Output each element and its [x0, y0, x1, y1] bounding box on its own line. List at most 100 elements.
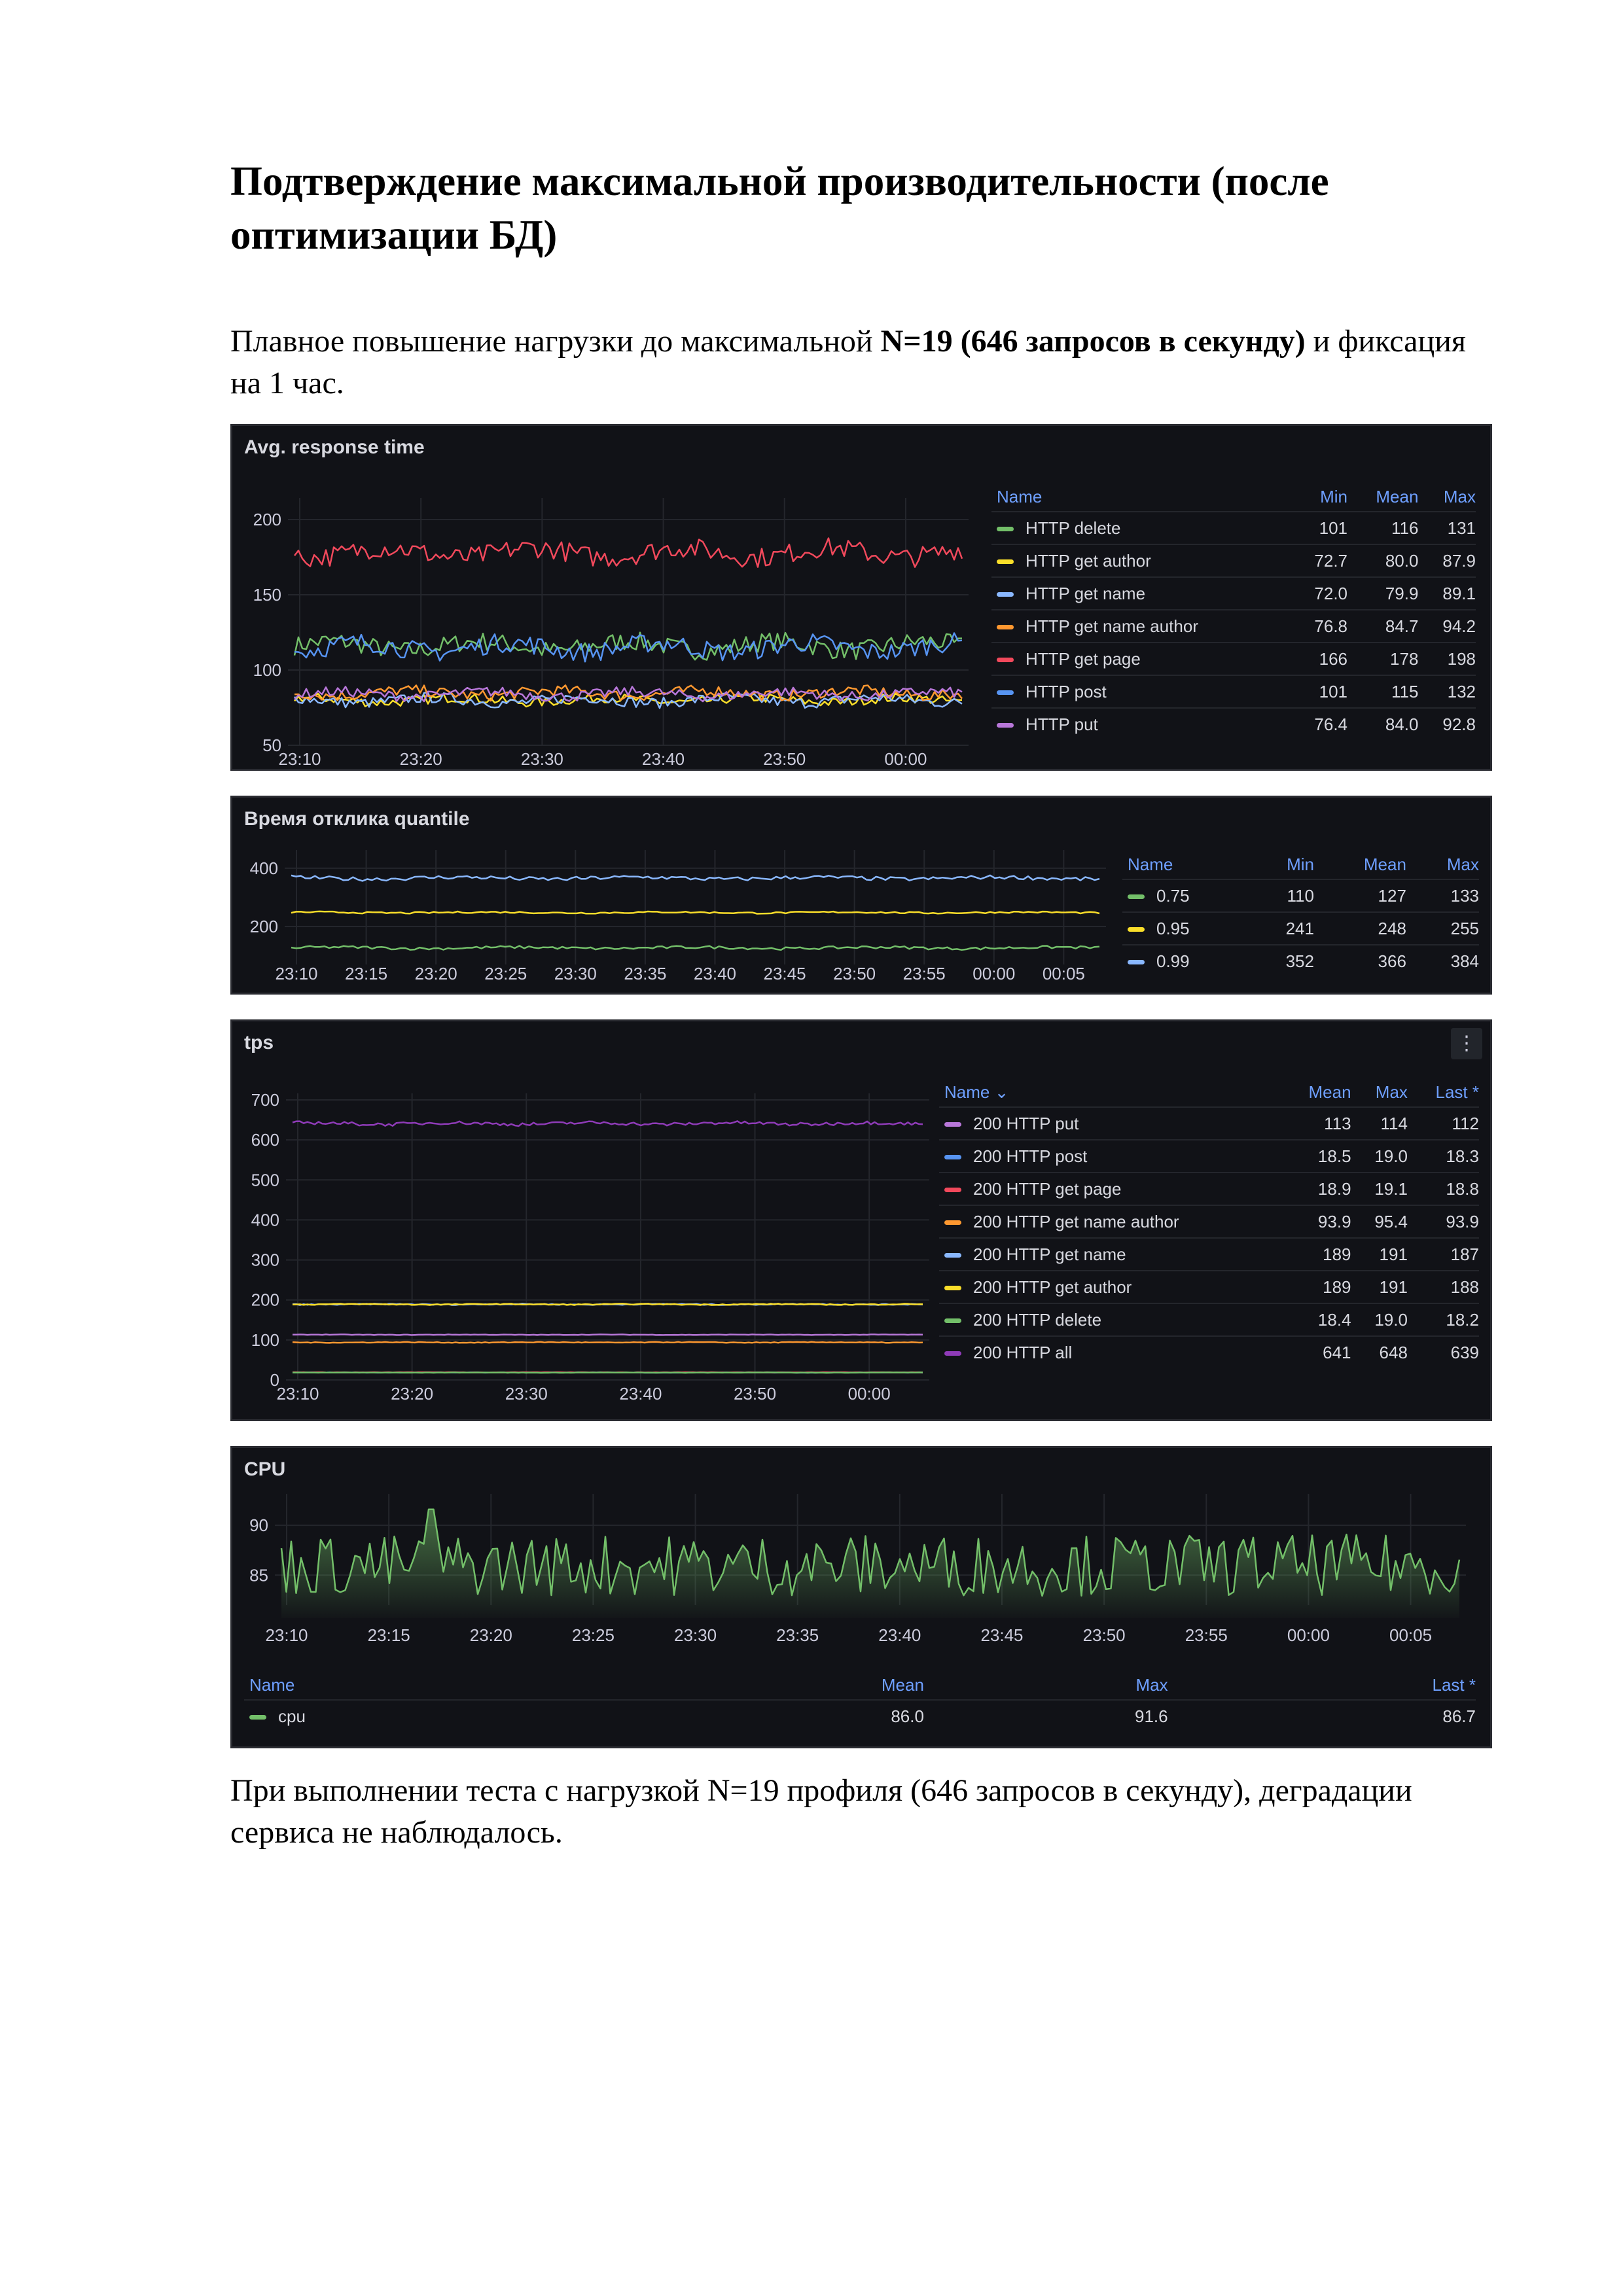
series-swatch — [944, 1286, 961, 1291]
legend-row[interactable]: 200 HTTP delete 18.4 19.0 18.2 — [939, 1303, 1479, 1336]
response-time-panel: Avg. response time 50 100 150 200 23:10 23:20… — [230, 424, 1492, 771]
x-tick-label: 23:35 — [776, 1625, 819, 1645]
legend-header[interactable]: Mean — [1376, 486, 1419, 506]
series-line-0-75 — [291, 945, 1100, 951]
series-name: 200 HTTP get name — [973, 1244, 1126, 1264]
legend-value: 72.0 — [1290, 576, 1348, 610]
legend-row[interactable]: 0.75 110 127 133 — [1122, 879, 1479, 912]
x-tick-label: 23:30 — [505, 1384, 548, 1404]
legend-header[interactable]: Max — [1375, 1082, 1408, 1102]
intro-highlight: N=19 (646 запросов в секунду) — [880, 324, 1306, 359]
legend-row[interactable]: 200 HTTP get page 18.9 19.1 18.8 — [939, 1172, 1479, 1205]
x-tick-label: 23:25 — [484, 964, 527, 983]
legend-value: 641 — [1281, 1335, 1351, 1368]
legend-header[interactable]: Max — [1446, 854, 1479, 874]
legend-header[interactable]: Last * — [1432, 1674, 1476, 1695]
intro-text-end: и фиксация на 1 час. — [230, 324, 1466, 400]
series-area-cpu — [281, 1509, 1459, 1618]
legend-header[interactable]: Name — [249, 1674, 295, 1695]
response-time-legend: Name Min Mean Max HTTP delete 101 116 131 HTTP g… — [991, 482, 1476, 740]
legend-row[interactable]: 200 HTTP get author 189 191 188 — [939, 1270, 1479, 1303]
legend-value: 114 — [1351, 1106, 1408, 1140]
series-name: 200 HTTP delete — [973, 1309, 1102, 1330]
series-name: 0.95 — [1156, 918, 1190, 938]
x-tick-label: 23:55 — [1185, 1625, 1228, 1645]
series-name: HTTP get name — [1026, 583, 1146, 603]
x-tick-label: 23:30 — [521, 749, 563, 769]
legend-row[interactable]: HTTP get name author 76.8 84.7 94.2 — [991, 609, 1476, 643]
series-swatch — [944, 1351, 961, 1356]
panel-menu-icon[interactable]: ⋮ — [1451, 1028, 1482, 1059]
legend-row[interactable]: HTTP delete 101 116 131 — [991, 511, 1476, 544]
series-name: 0.99 — [1156, 951, 1190, 971]
legend-value: 178 — [1347, 642, 1419, 675]
y-tick-label: 100 — [253, 660, 281, 680]
x-tick-label: 23:50 — [763, 749, 806, 769]
legend-row[interactable]: 200 HTTP post 18.5 19.0 18.3 — [939, 1139, 1479, 1173]
series-line-http-get-name — [293, 692, 963, 709]
legend-value: 18.9 — [1281, 1172, 1351, 1205]
legend-row[interactable]: 200 HTTP all 641 648 639 — [939, 1335, 1479, 1368]
legend-header[interactable]: Mean — [1363, 854, 1406, 874]
series-name: HTTP get page — [1026, 648, 1141, 669]
legend-row[interactable]: 0.99 352 366 384 — [1122, 944, 1479, 977]
legend-value: 19.0 — [1351, 1139, 1408, 1173]
x-tick-label: 23:20 — [470, 1625, 512, 1645]
legend-value: 189 — [1281, 1237, 1351, 1271]
legend-value: 188 — [1407, 1270, 1479, 1303]
legend-value: 79.9 — [1347, 576, 1419, 610]
intro-text: Плавное повышение нагрузки до максимальн… — [230, 324, 881, 359]
legend-row[interactable]: 0.95 241 248 255 — [1122, 911, 1479, 945]
legend-header[interactable]: Name ⌄ — [944, 1082, 1009, 1102]
legend-row[interactable]: HTTP get name 72.0 79.9 89.1 — [991, 576, 1476, 610]
legend-row[interactable]: 200 HTTP get name 189 191 187 — [939, 1237, 1479, 1271]
series-name: HTTP delete — [1026, 518, 1121, 538]
legend-value: 191 — [1351, 1270, 1408, 1303]
legend-row[interactable]: 200 HTTP get name author 93.9 95.4 93.9 — [939, 1205, 1479, 1238]
series-swatch — [997, 658, 1014, 663]
legend-value: 84.0 — [1347, 707, 1419, 740]
x-tick-label: 23:45 — [980, 1625, 1023, 1645]
legend-value: 18.8 — [1407, 1172, 1479, 1205]
legend-value: 133 — [1406, 879, 1479, 912]
legend-header[interactable]: Last * — [1435, 1082, 1480, 1102]
x-tick-label: 23:40 — [694, 964, 736, 983]
x-tick-label: 23:15 — [345, 964, 387, 983]
legend-header[interactable]: Max — [1443, 486, 1476, 506]
legend-row[interactable]: HTTP post 101 115 132 — [991, 675, 1476, 708]
y-tick-label: 90 — [249, 1515, 268, 1535]
x-tick-label: 00:00 — [884, 749, 927, 769]
legend-header[interactable]: Mean — [881, 1674, 924, 1695]
series-name: HTTP get author — [1026, 550, 1151, 571]
legend-header[interactable]: Max — [1135, 1674, 1168, 1695]
y-tick-label: 150 — [253, 585, 281, 605]
x-tick-label: 23:30 — [554, 964, 597, 983]
legend-header[interactable]: Min — [1287, 854, 1314, 874]
legend-row[interactable]: HTTP put 76.4 84.0 92.8 — [991, 707, 1476, 740]
series-swatch — [997, 625, 1014, 630]
legend-row[interactable]: cpu 86.0 91.6 86.7 — [244, 1699, 1476, 1732]
panel-title: Avg. response time — [244, 436, 425, 458]
series-name: 200 HTTP get page — [973, 1178, 1122, 1199]
legend-value: 19.0 — [1351, 1303, 1408, 1336]
y-tick-label: 200 — [250, 917, 278, 936]
legend-header[interactable]: Name — [1128, 854, 1173, 874]
legend-row[interactable]: 200 HTTP put 113 114 112 — [939, 1106, 1479, 1140]
legend-row[interactable]: HTTP get page 166 178 198 — [991, 642, 1476, 675]
x-tick-label: 23:50 — [1083, 1625, 1126, 1645]
series-swatch — [944, 1220, 961, 1226]
cpu-panel: CPU 85 90 23:10 23:15 23:20 23:25 23:30 23:35 23… — [230, 1446, 1492, 1748]
series-name: 200 HTTP all — [973, 1342, 1073, 1362]
series-swatch — [944, 1253, 961, 1258]
series-swatch — [249, 1715, 266, 1720]
legend-header[interactable]: Mean — [1308, 1082, 1351, 1102]
legend-row[interactable]: HTTP get author 72.7 80.0 87.9 — [991, 544, 1476, 577]
legend-value: 76.8 — [1290, 609, 1348, 643]
legend-value: 18.2 — [1407, 1303, 1479, 1336]
legend-value: 94.2 — [1418, 609, 1476, 643]
y-tick-label: 400 — [251, 1210, 279, 1229]
legend-header[interactable]: Min — [1320, 486, 1348, 506]
legend-header[interactable]: Name — [997, 486, 1043, 506]
response-time-chart: 50 100 150 200 23:10 23:20 23:30 23:40 23:50 00:0… — [253, 498, 969, 769]
legend-value: 110 — [1248, 879, 1314, 912]
